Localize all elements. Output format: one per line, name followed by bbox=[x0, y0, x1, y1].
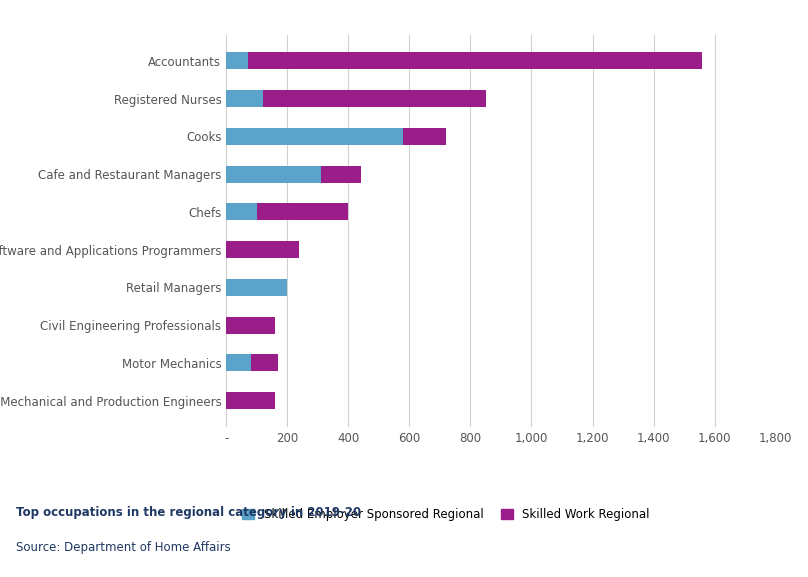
Bar bbox=[247, 53, 702, 69]
Bar bbox=[263, 90, 486, 107]
Bar bbox=[226, 166, 321, 183]
Text: Source: Department of Home Affairs: Source: Department of Home Affairs bbox=[16, 541, 231, 554]
Text: Top occupations in the regional category in 2019-20: Top occupations in the regional category… bbox=[16, 506, 361, 519]
Bar bbox=[226, 241, 300, 258]
Bar bbox=[226, 317, 275, 334]
Bar bbox=[250, 354, 278, 372]
Bar bbox=[226, 279, 288, 296]
Bar bbox=[321, 166, 360, 183]
Bar bbox=[226, 53, 247, 69]
Bar bbox=[257, 204, 348, 220]
Bar bbox=[226, 392, 275, 409]
Bar bbox=[226, 204, 257, 220]
Bar bbox=[226, 90, 263, 107]
Bar bbox=[226, 128, 403, 145]
Legend: Skilled Employer Sponsored Regional, Skilled Work Regional: Skilled Employer Sponsored Regional, Ski… bbox=[238, 504, 654, 526]
Bar bbox=[403, 128, 446, 145]
Bar bbox=[226, 354, 250, 372]
